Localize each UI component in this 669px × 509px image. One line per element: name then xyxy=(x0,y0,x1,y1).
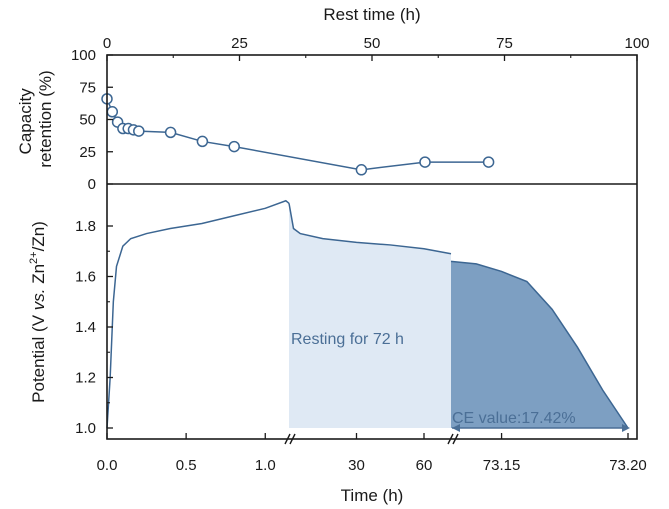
top-x-axis-title: Rest time (h) xyxy=(323,5,420,24)
bottom-panel-curves xyxy=(106,199,629,429)
retention-point-6 xyxy=(133,125,145,137)
top-x-tick-label-1: 25 xyxy=(231,35,248,52)
bottom-panel-fills xyxy=(289,203,628,428)
top-y-axis-title: Capacity retention (%) xyxy=(16,70,55,167)
retention-point-1 xyxy=(106,106,119,118)
retention-line xyxy=(106,98,489,171)
retention-point-11 xyxy=(419,156,431,168)
bottom-x-tick-label-1: 0.5 xyxy=(176,457,197,474)
rest-curve xyxy=(288,203,452,255)
bottom-x-tick-label-2: 1.0 xyxy=(255,457,276,474)
retention-point-12 xyxy=(482,156,495,168)
top-x-tick-label-0: 0 xyxy=(103,35,111,52)
retention-point-10 xyxy=(355,164,368,176)
axis-break-marks xyxy=(284,433,459,445)
annotation-resting: Resting for 72 h xyxy=(291,331,404,348)
top-y-tick-label-2: 50 xyxy=(79,112,96,129)
top-panel xyxy=(101,93,495,176)
bottom-x-tick-label-3: 30 xyxy=(348,457,365,474)
discharge-curve xyxy=(450,260,629,429)
axis-ticks xyxy=(106,54,638,439)
rest-area xyxy=(289,203,451,428)
bottom-y-tick-label-3: 1.6 xyxy=(75,269,96,286)
bottom-y-tick-label-4: 1.8 xyxy=(75,218,96,235)
retention-point-8 xyxy=(196,135,209,148)
bottom-x-tick-label-0: 0.0 xyxy=(97,457,118,474)
annotation-ce-value: CE value:17.42% xyxy=(452,410,576,427)
discharge-area xyxy=(451,261,628,428)
retention-point-7 xyxy=(164,126,177,139)
ce-arrow xyxy=(452,424,630,432)
bottom-x-axis-title: Time (h) xyxy=(341,486,404,505)
bottom-y-tick-label-2: 1.4 xyxy=(75,319,96,336)
bottom-y-tick-label-0: 1.0 xyxy=(75,420,96,437)
top-x-tick-label-3: 75 xyxy=(496,35,513,52)
bottom-x-tick-label-4: 60 xyxy=(416,457,433,474)
retention-point-9 xyxy=(228,140,240,153)
top-y-tick-label-3: 75 xyxy=(79,79,96,96)
bottom-x-tick-label-5: 73.15 xyxy=(483,457,521,474)
top-x-tick-label-2: 50 xyxy=(364,35,381,52)
bottom-y-axis-title: Potential (V vs. Zn2+/Zn) xyxy=(28,221,48,403)
top-y-tick-label-0: 0 xyxy=(88,176,96,193)
top-x-tick-label-4: 100 xyxy=(624,35,649,52)
bottom-y-tick-label-1: 1.2 xyxy=(75,370,96,387)
charge-curve xyxy=(106,199,290,429)
top-y-tick-label-4: 100 xyxy=(71,47,96,64)
tick-labels: 0 25 50 75 100 0 25 50 75 100 1.0 1.2 1.4 1.6 1.8 0.0 0.… xyxy=(71,35,650,474)
bottom-x-tick-label-6: 73.20 xyxy=(609,457,647,474)
top-y-tick-label-1: 25 xyxy=(79,144,96,161)
